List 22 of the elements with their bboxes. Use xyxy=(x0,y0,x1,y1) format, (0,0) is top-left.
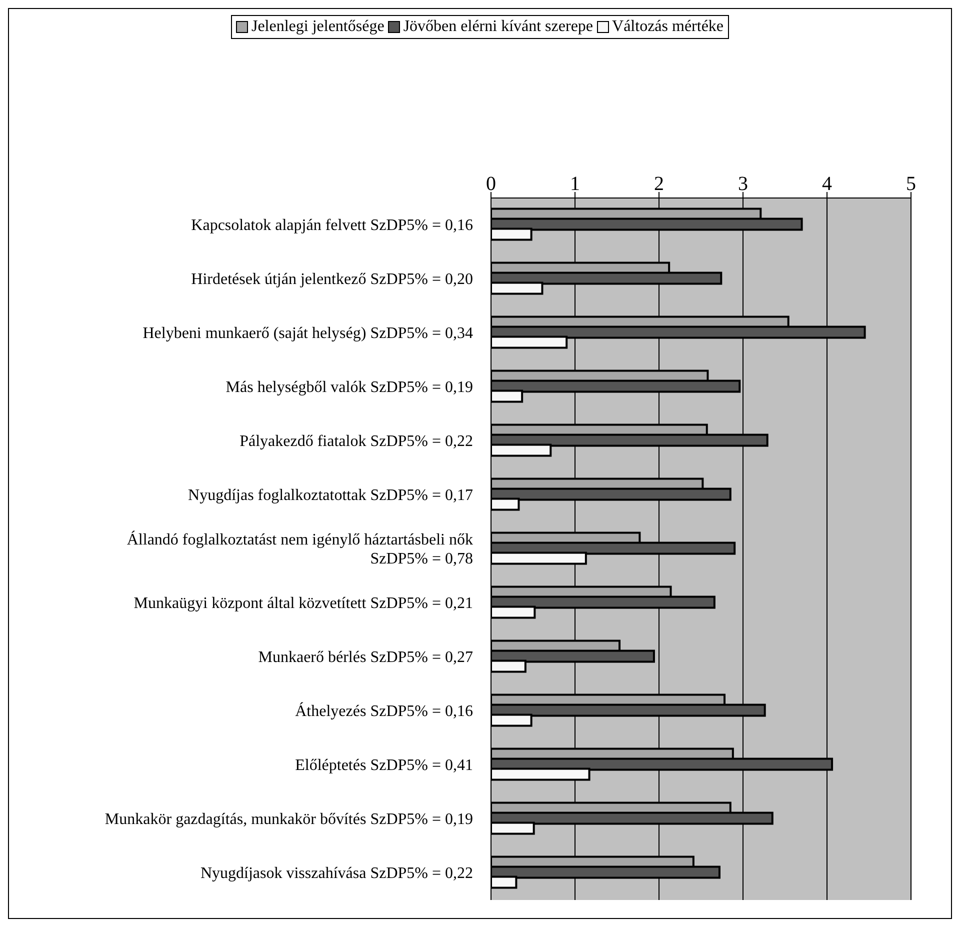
y-tick-label: Nyugdíjasok visszahívása SzDP5% = 0,22 xyxy=(200,864,473,882)
y-tick-label: Áthelyezés SzDP5% = 0,16 xyxy=(295,702,473,720)
legend-label: Jelenlegi jelentősége xyxy=(250,18,384,36)
y-tick-label: Hirdetések útján jelentkező SzDP5% = 0,20 xyxy=(191,270,473,288)
y-tick-label: Munkaügyi központ által közvetített SzDP5% = 0,21 xyxy=(134,594,473,612)
x-tick-label: 2 xyxy=(654,173,664,195)
x-tick-label: 3 xyxy=(738,173,748,195)
x-tick-label: 5 xyxy=(906,173,916,195)
y-tick-label: Előléptetés SzDP5% = 0,41 xyxy=(295,756,473,774)
legend-label: Változás mértéke xyxy=(611,18,724,36)
x-tick-label: 1 xyxy=(570,173,580,195)
y-tick-label: Állandó foglalkoztatást nem igénylő háztartásbeli nők SzDP5% = 0,78 xyxy=(126,530,473,567)
y-tick-label: Munkakör gazdagítás, munkakör bővítés SzDP5% = 0,19 xyxy=(104,810,473,828)
y-tick-label: Helybeni munkaerő (saját helység) SzDP5% = 0,34 xyxy=(142,324,473,342)
x-tick-label: 0 xyxy=(486,173,496,195)
y-tick-label: Más helységből valók SzDP5% = 0,19 xyxy=(226,378,473,396)
y-tick-label: Munkaerő bérlés SzDP5% = 0,27 xyxy=(258,648,473,666)
y-tick-label: Nyugdíjas foglalkoztatottak SzDP5% = 0,17 xyxy=(188,486,473,504)
y-tick-label: Pályakezdő fiatalok SzDP5% = 0,22 xyxy=(240,432,473,450)
legend-label: Jövőben elérni kívánt szerepe xyxy=(402,18,594,36)
y-tick-label: Kapcsolatok alapján felvett SzDP5% = 0,16 xyxy=(191,216,473,234)
x-tick-label: 4 xyxy=(822,173,832,195)
